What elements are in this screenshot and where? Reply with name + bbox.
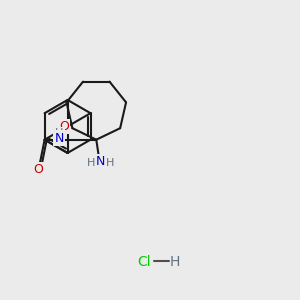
Text: H: H: [106, 158, 114, 168]
Text: O: O: [33, 163, 43, 176]
Text: H: H: [55, 128, 64, 138]
Text: N: N: [55, 132, 64, 145]
Text: H: H: [87, 158, 96, 168]
Text: O: O: [59, 120, 69, 133]
Text: N: N: [96, 155, 105, 169]
Text: H: H: [170, 255, 180, 269]
Text: Cl: Cl: [137, 255, 151, 269]
